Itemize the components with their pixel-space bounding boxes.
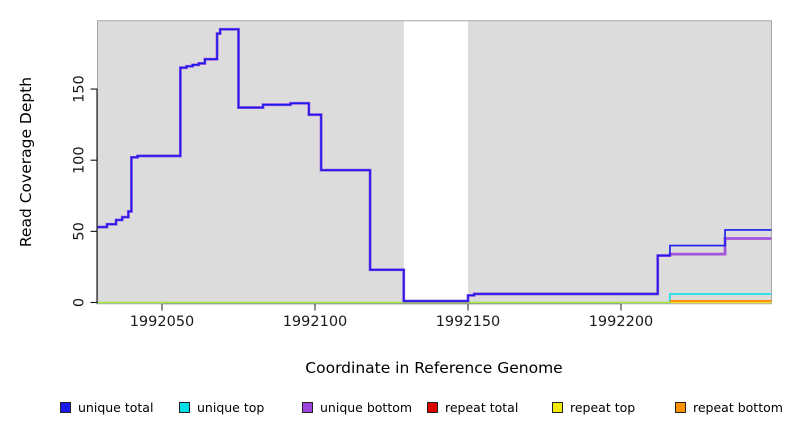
x-axis-ticks: 1992050 1992100 1992150 1992200 — [130, 304, 654, 330]
legend-item-repeat-top: repeat top — [552, 397, 635, 417]
x-tick-label: 1992100 — [283, 314, 348, 330]
legend-label: repeat top — [570, 399, 636, 415]
unique-top-swatch-icon — [179, 401, 190, 413]
y-tick-label: 150 — [72, 75, 88, 103]
x-tick-label: 1992050 — [130, 314, 195, 330]
y-tick-label: 50 — [72, 222, 88, 240]
legend-item-repeat-total: repeat total — [427, 397, 518, 417]
y-tick-label: 0 — [72, 298, 88, 307]
y-tick-label: 100 — [72, 146, 88, 174]
legend-label: repeat bottom — [693, 399, 783, 415]
unique-bottom-swatch-icon — [302, 401, 313, 413]
x-axis-title: Coordinate in Reference Genome — [305, 359, 562, 377]
legend-item-unique-bottom: unique bottom — [302, 397, 412, 417]
repeat-bottom-swatch-icon — [675, 401, 686, 413]
legend-label: unique total — [78, 399, 154, 415]
legend-label: unique top — [197, 399, 265, 415]
series-lines — [97, 27, 772, 304]
y-axis-ticks: 0 50 100 150 — [72, 75, 97, 307]
chart-legend: unique total unique top unique bottom re… — [0, 397, 792, 421]
legend-label: repeat total — [445, 399, 519, 415]
repeat-total-swatch-icon — [427, 401, 438, 413]
gap-region — [403, 21, 468, 304]
y-axis-title: Read Coverage Depth — [17, 77, 35, 247]
repeat-top-swatch-icon — [552, 401, 563, 413]
gap-band — [403, 21, 468, 304]
legend-item-repeat-bottom: repeat bottom — [675, 397, 783, 417]
series-line-unique-total — [97, 28, 772, 302]
unique-total-swatch-icon — [60, 401, 71, 413]
legend-item-unique-total: unique total — [60, 397, 153, 417]
x-tick-label: 1992200 — [589, 314, 654, 330]
x-tick-label: 1992150 — [436, 314, 501, 330]
legend-item-unique-top: unique top — [179, 397, 264, 417]
legend-label: unique bottom — [320, 399, 413, 415]
